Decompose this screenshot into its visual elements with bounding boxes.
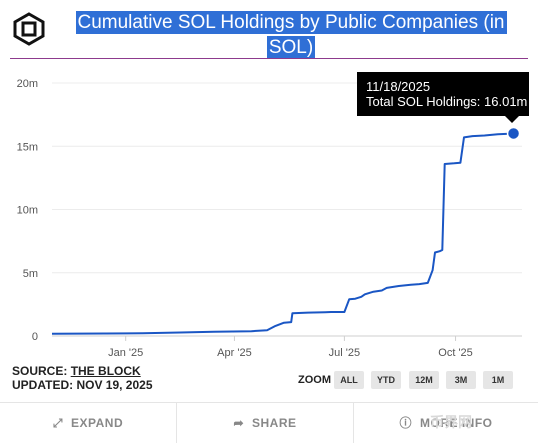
x-tick-label: Apr '25 (217, 347, 252, 359)
more-info-button[interactable]: ⓘ MORE INFO (354, 403, 538, 443)
title-divider (10, 58, 528, 59)
share-button[interactable]: ➦ SHARE (177, 403, 353, 443)
zoom-all-button[interactable]: ALL (334, 371, 364, 389)
more-info-label: MORE INFO (420, 416, 493, 430)
x-tick-label: Jan '25 (108, 347, 143, 359)
chart-title: Cumulative SOL Holdings by Public Compan… (75, 11, 507, 59)
y-tick-label: 20m (17, 78, 38, 90)
expand-label: EXPAND (70, 416, 124, 430)
expand-button[interactable]: ⤢ EXPAND (0, 403, 176, 443)
footer-divider (176, 403, 177, 443)
highlight-point (506, 126, 521, 141)
source-block: SOURCE: THE BLOCK UPDATED: NOV 19, 2025 (12, 364, 153, 392)
share-label: SHARE (252, 416, 297, 430)
zoom-3m-button[interactable]: 3M (446, 371, 476, 389)
source-link[interactable]: THE BLOCK (70, 364, 141, 378)
chart-tooltip: 11/18/2025 Total SOL Holdings: 16.01m (357, 72, 529, 123)
zoom-label: ZOOM (298, 374, 331, 386)
footer-bar: ⤢ EXPAND ➦ SHARE ⓘ MORE INFO (0, 402, 538, 443)
expand-arrows-icon: ⤢ (52, 416, 63, 430)
source-label: SOURCE: (12, 364, 68, 378)
x-tick-label: Jul '25 (329, 347, 360, 359)
info-icon: ⓘ (399, 416, 412, 430)
x-tick-label: Oct '25 (438, 347, 473, 359)
share-arrow-icon: ➦ (233, 416, 245, 430)
the-block-logo[interactable] (12, 12, 46, 46)
y-tick-label: 5m (23, 268, 38, 280)
y-tick-label: 0 (32, 331, 38, 343)
tooltip-date: 11/18/2025 (366, 79, 431, 94)
sol-holdings-line (51, 132, 514, 335)
updated-date: UPDATED: NOV 19, 2025 (12, 378, 153, 392)
zoom-12m-button[interactable]: 12M (409, 371, 439, 389)
y-tick-label: 15m (17, 141, 38, 153)
footer-divider (353, 403, 354, 443)
tooltip-value: Total SOL Holdings: 16.01m (366, 94, 528, 109)
watermark: 币界网 (430, 414, 472, 430)
zoom-ytd-button[interactable]: YTD (371, 371, 401, 389)
y-tick-label: 10m (17, 205, 38, 217)
zoom-1m-button[interactable]: 1M (483, 371, 513, 389)
chart-title-container: Cumulative SOL Holdings by Public Compan… (60, 10, 522, 60)
